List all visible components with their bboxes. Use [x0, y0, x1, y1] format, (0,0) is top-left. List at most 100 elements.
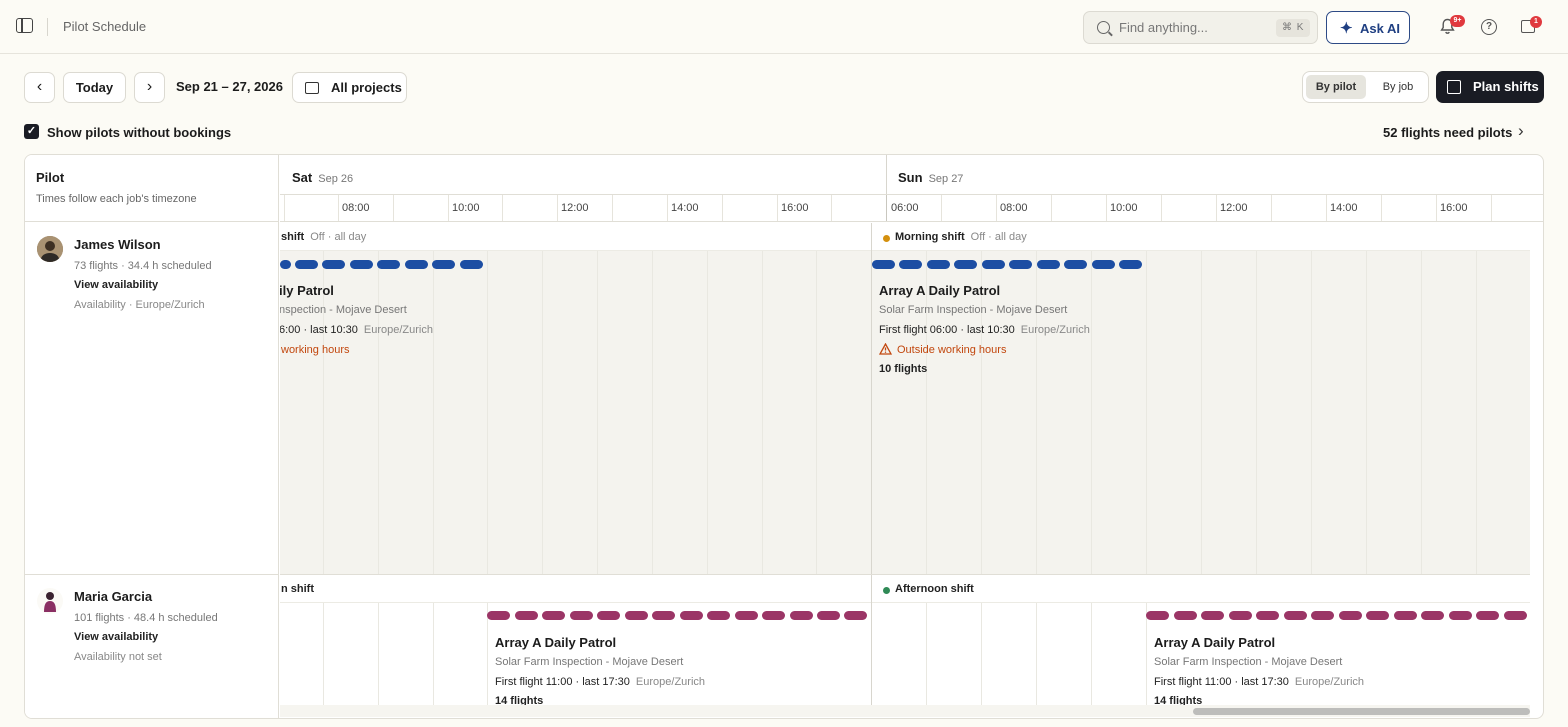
schedule-grid: Pilot Times follow each job's timezone J… — [24, 154, 1544, 719]
flight-pill[interactable] — [844, 611, 867, 620]
flight-pill[interactable] — [954, 260, 977, 269]
chevron-right-icon[interactable]: › — [1518, 121, 1524, 140]
sidebar-toggle-icon[interactable] — [16, 18, 33, 33]
row-divider — [25, 574, 279, 575]
flight-pill[interactable] — [982, 260, 1005, 269]
breadcrumb: Pilot Schedule — [63, 19, 147, 34]
job-title[interactable]: Array A Daily Patrol — [1154, 635, 1276, 650]
flight-pill[interactable] — [1201, 611, 1224, 620]
prev-week-button[interactable]: ‹ — [24, 72, 55, 103]
flight-pill[interactable] — [295, 260, 318, 269]
day-header-sat: Sat Sep 26 — [292, 170, 354, 185]
folder-icon — [305, 82, 319, 94]
flight-pill[interactable] — [515, 611, 538, 620]
job-subtitle: Solar Farm Inspection - Mojave Desert — [495, 656, 684, 668]
flight-pill[interactable] — [735, 611, 758, 620]
search-shortcut: ⌘ K — [1276, 19, 1311, 37]
flight-pill[interactable] — [487, 611, 510, 620]
search-placeholder: Find anything... — [1119, 20, 1208, 35]
flight-pill[interactable] — [927, 260, 950, 269]
pilot-name: James Wilson — [74, 237, 161, 252]
flight-pill[interactable] — [1009, 260, 1032, 269]
pilot-column-title: Pilot — [36, 170, 65, 185]
flight-pill[interactable] — [1119, 260, 1142, 269]
help-icon[interactable]: ? — [1481, 19, 1497, 35]
next-week-button[interactable]: › — [134, 72, 165, 103]
pilot-stats: 101 flights · 48.4 h scheduled — [74, 612, 218, 624]
flight-pill[interactable] — [762, 611, 785, 620]
flight-pill[interactable] — [1284, 611, 1307, 620]
flight-pill[interactable] — [1339, 611, 1362, 620]
flight-pill[interactable] — [1449, 611, 1472, 620]
flight-pill[interactable] — [1174, 611, 1197, 620]
today-button[interactable]: Today — [63, 72, 126, 103]
time-label: 08:00 — [1000, 202, 1028, 214]
flight-pill[interactable] — [350, 260, 373, 269]
flight-pill[interactable] — [625, 611, 648, 620]
pilot-name: Maria Garcia — [74, 589, 153, 604]
view-by-pilot-button[interactable]: By pilot — [1306, 75, 1366, 99]
time-label: 14:00 — [1330, 202, 1358, 214]
pilot-availability: Availability not set — [74, 651, 162, 663]
flight-pill[interactable] — [570, 611, 593, 620]
ask-ai-button[interactable]: ✦ Ask AI — [1326, 11, 1410, 44]
view-availability-link[interactable]: View availability — [74, 279, 159, 291]
flight-pill[interactable] — [1421, 611, 1444, 620]
flight-pill[interactable] — [790, 611, 813, 620]
flight-pill[interactable] — [597, 611, 620, 620]
pilot-stats: 73 flights · 34.4 h scheduled — [74, 260, 212, 272]
view-availability-link[interactable]: View availability — [74, 631, 159, 643]
time-label: 08:00 — [342, 202, 370, 214]
flight-pill[interactable] — [405, 260, 428, 269]
flight-pill[interactable] — [872, 260, 895, 269]
search-box[interactable]: Find anything... ⌘ K — [1083, 11, 1318, 44]
flight-pill[interactable] — [1229, 611, 1252, 620]
all-projects-label: All projects — [331, 80, 402, 95]
flight-pill[interactable] — [1092, 260, 1115, 269]
flight-pill[interactable] — [680, 611, 703, 620]
flight-pill[interactable] — [280, 260, 291, 269]
job-title[interactable]: Array A Daily Patrol — [495, 635, 617, 650]
time-label: 12:00 — [561, 202, 589, 214]
flight-pill[interactable] — [1064, 260, 1087, 269]
horizontal-scrollbar[interactable] — [280, 705, 1530, 717]
timeline: Sat Sep 26 Sun Sep 27 08:00 10:00 12:00 14… — [280, 155, 1543, 718]
flight-pill[interactable] — [1476, 611, 1499, 620]
divider — [25, 221, 279, 222]
job-subtitle: Solar Farm Inspection - Mojave Desert — [879, 304, 1068, 316]
flight-pill[interactable] — [707, 611, 730, 620]
flight-pill[interactable] — [1311, 611, 1334, 620]
row-divider — [280, 574, 1530, 575]
show-pilots-checkbox[interactable]: ✓ — [24, 124, 39, 139]
horizontal-scroll-thumb[interactable] — [1193, 708, 1530, 715]
flight-pill[interactable] — [460, 260, 483, 269]
pilot-column-subtitle: Times follow each job's timezone — [36, 193, 197, 205]
flight-pill[interactable] — [1366, 611, 1389, 620]
job-flight-times: First flight 06:00 · last 10:30 Europe/Zu… — [879, 324, 1090, 336]
flight-pill[interactable] — [1504, 611, 1527, 620]
flight-pill[interactable] — [899, 260, 922, 269]
day-header-sun: Sun Sep 27 — [898, 170, 964, 185]
job-flight-count: 14 flights — [495, 695, 544, 707]
gift-badge: 1 — [1530, 16, 1542, 28]
all-projects-button[interactable]: All projects — [292, 72, 407, 103]
flight-pill[interactable] — [1037, 260, 1060, 269]
flights-need-pilots-link[interactable]: 52 flights need pilots — [1383, 125, 1513, 140]
job-title[interactable]: ily Patrol — [280, 283, 334, 298]
flight-pill[interactable] — [432, 260, 455, 269]
flight-pill[interactable] — [542, 611, 565, 620]
flight-pill[interactable] — [1394, 611, 1417, 620]
plan-shifts-button[interactable]: Plan shifts — [1436, 71, 1544, 103]
flight-pill[interactable] — [322, 260, 345, 269]
job-title[interactable]: Array A Daily Patrol — [879, 283, 1001, 298]
flight-pill[interactable] — [1146, 611, 1169, 620]
flight-pill[interactable] — [652, 611, 675, 620]
view-by-job-button[interactable]: By job — [1382, 81, 1414, 93]
job-flight-count: 10 flights — [879, 363, 928, 375]
flight-pill[interactable] — [377, 260, 400, 269]
warning-icon — [879, 343, 892, 355]
flight-pill[interactable] — [817, 611, 840, 620]
job-warning: Outside working hours — [897, 344, 1007, 356]
flight-pill[interactable] — [1256, 611, 1279, 620]
day-divider — [871, 575, 872, 705]
